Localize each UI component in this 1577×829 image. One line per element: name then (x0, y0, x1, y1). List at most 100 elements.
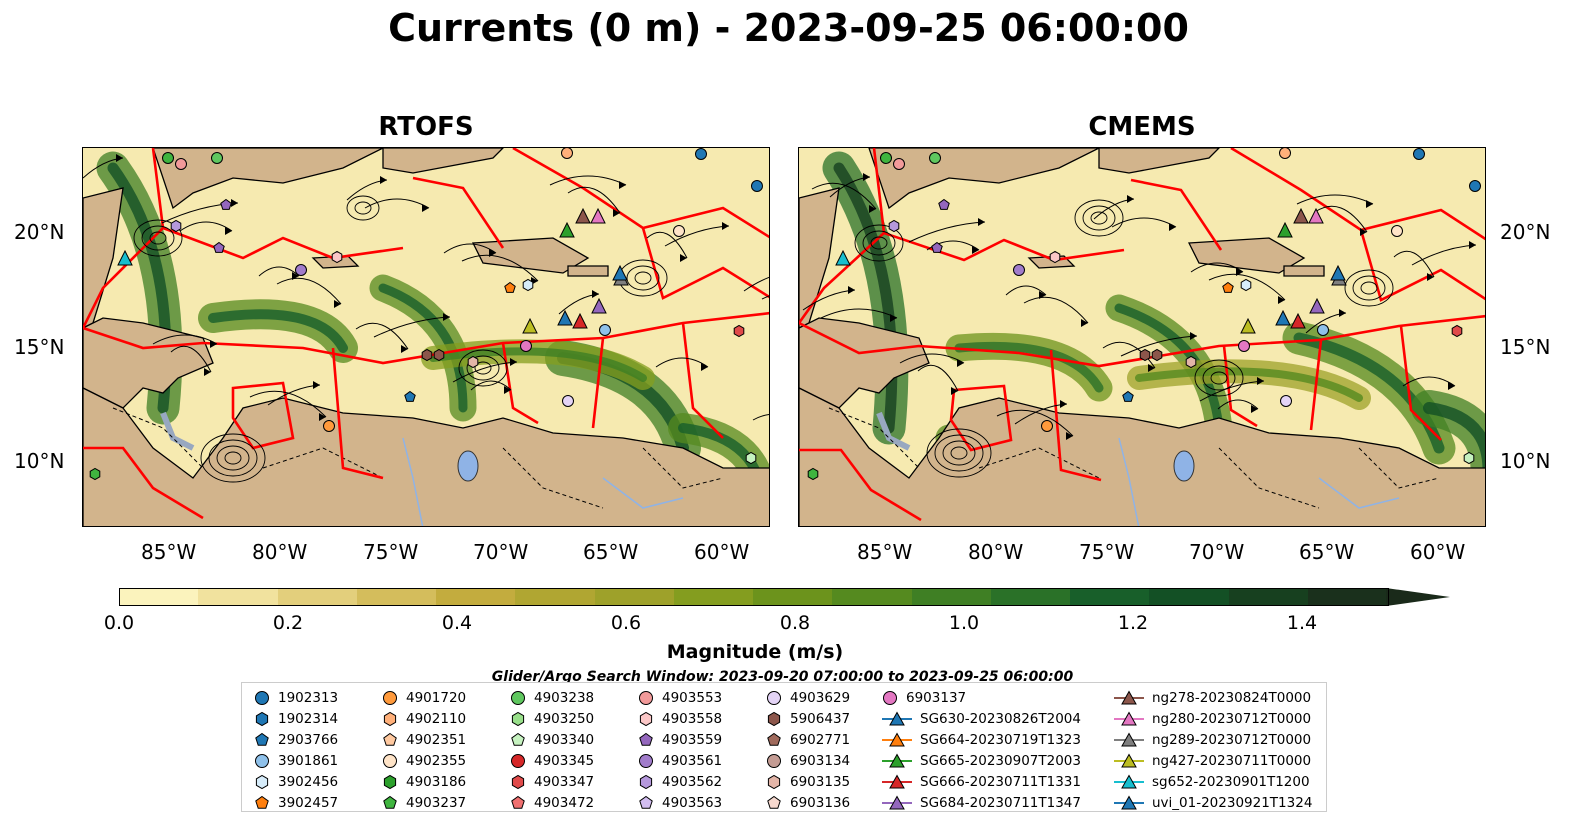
streamline-arrow (334, 300, 341, 308)
argo-float-marker (1240, 278, 1252, 292)
legend-item: 4903558 (638, 708, 722, 729)
legend-item: 4903561 (638, 750, 722, 771)
glider-triangle-icon (882, 710, 912, 725)
legend-label: 4903238 (534, 689, 595, 706)
eddy-contour (1210, 371, 1228, 385)
glider-marker (559, 222, 575, 238)
legend-label: SG630-20230826T2004 (920, 710, 1081, 727)
argo-hexagon-icon (639, 774, 653, 789)
streamline-arrow (1448, 382, 1455, 390)
streamline (1217, 399, 1259, 410)
lon-tick-70-left: 70°W (473, 540, 529, 564)
streamline (443, 243, 497, 254)
colorbar-segment (594, 588, 675, 606)
legend-label: 4903340 (534, 731, 595, 748)
argo-hexagon-icon (767, 774, 781, 789)
search-window-caption: Glider/Argo Search Window: 2023-09-20 07… (491, 669, 1074, 684)
glider-triangle-icon (1114, 710, 1144, 725)
eddy-contour (224, 451, 242, 465)
streamline-arrow (1366, 200, 1373, 208)
glider-marker (1277, 222, 1293, 238)
streamline-arrow (116, 154, 123, 162)
streamline-arrow (1251, 405, 1258, 413)
legend-column: 4903553 4903558 4903559 4903561 4903562 49035… (638, 687, 722, 813)
eddy-contour (854, 224, 904, 262)
streamline (926, 240, 980, 251)
argo-circle-icon (767, 753, 781, 768)
argo-float-marker (929, 152, 941, 164)
bahamas-land (382, 148, 504, 174)
legend-label: 4903562 (662, 773, 723, 790)
legend-label: SG684-20230711T1347 (920, 794, 1081, 811)
streamline (646, 231, 688, 259)
streamline (1393, 250, 1435, 278)
argo-float-marker (162, 152, 174, 164)
legend-item: 6903137 (882, 687, 1081, 708)
legend-label: 4901720 (406, 689, 467, 706)
streamline-arrow (619, 181, 626, 189)
streamline-arrow (210, 340, 217, 348)
south-america-land (799, 387, 1485, 526)
legend-item: 1902314 (254, 708, 338, 729)
argo-float-marker (1280, 395, 1292, 407)
streamline (1120, 335, 1198, 357)
legend-item: 3901861 (254, 750, 338, 771)
eddy-contour (149, 231, 167, 245)
argo-float-marker (404, 390, 416, 402)
streamline (1102, 341, 1156, 369)
streamline (655, 357, 709, 368)
argo-float-marker (467, 355, 479, 369)
legend-item: 4903629 (766, 687, 850, 708)
legend-item: ng278-20230824T0000 (1114, 687, 1312, 708)
glider-marker (591, 298, 607, 314)
eddy-contour (1090, 211, 1108, 225)
colorbar-label: Magnitude (m/s) (666, 641, 844, 663)
streamline (258, 266, 300, 277)
argo-float-marker (695, 148, 707, 160)
argo-float-marker (1469, 180, 1481, 192)
legend-label: 4903186 (406, 773, 467, 790)
lake-maracaibo (457, 450, 479, 482)
streamline-arrow (722, 222, 729, 230)
legend-label: 4903558 (662, 710, 723, 727)
argo-pentagon-icon (639, 795, 653, 809)
streamline-arrow (225, 227, 232, 235)
panel-title-rtofs: RTOFS (378, 112, 474, 142)
legend-item: 6903135 (766, 771, 850, 792)
legend-label: 6903137 (906, 689, 967, 706)
streamline-arrow (1039, 291, 1046, 299)
argo-hexagon-icon (511, 774, 525, 789)
colorbar-segment (990, 588, 1071, 606)
streamline (461, 254, 539, 282)
speed-band-core (208, 309, 348, 353)
streamline (908, 221, 986, 243)
argo-float-marker (888, 219, 900, 233)
colorbar-segment (753, 588, 833, 606)
eddy-contour (208, 439, 258, 477)
legend-item: SG684-20230711T1347 (882, 792, 1081, 813)
argo-pentagon-icon (639, 732, 653, 746)
legend-item: 4903347 (510, 771, 594, 792)
streamline (549, 175, 627, 186)
legend-item: 4903340 (510, 729, 594, 750)
colorbar-tick: 0.2 (272, 612, 304, 634)
colorbar-segment (1149, 588, 1229, 606)
legend-item: SG665-20230907T2003 (882, 750, 1081, 771)
argo-float-marker (807, 467, 819, 481)
eddy-contour (458, 349, 508, 387)
streamline (811, 182, 877, 210)
legend-label: 6902771 (790, 731, 851, 748)
argo-circle-icon (511, 690, 525, 705)
legend-label: ng427-20230711T0000 (1152, 752, 1312, 769)
streamline-arrow (972, 246, 979, 254)
lake-maracaibo (1173, 450, 1195, 482)
legend-item: 4903237 (382, 792, 466, 813)
legend-column: 4903238 4903250 4903340 4903345 4903347 49034… (510, 687, 594, 813)
legend-item: ng289-20230712T0000 (1114, 729, 1312, 750)
streamline-arrow (613, 209, 620, 217)
lon-tick-80-left: 80°W (252, 540, 308, 564)
glider-triangle-icon (882, 773, 912, 788)
argo-float-marker (421, 348, 433, 362)
lon-tick-60-left: 60°W (694, 540, 750, 564)
colorbar-segment (1228, 588, 1309, 606)
